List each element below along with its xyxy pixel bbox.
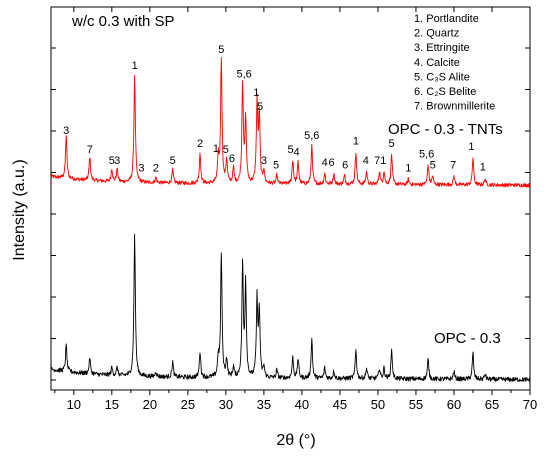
peak-annotation-label: 3 <box>138 163 144 175</box>
peak-annotation-label: 5,6 <box>236 69 251 81</box>
x-axis-ticks: 10 15 20 25 30 35 40 45 50 55 60 65 70 <box>54 7 537 412</box>
peak-annotation-label: 7 <box>87 144 93 156</box>
peak-annotation-label: 2 <box>153 163 159 175</box>
x-axis-label: 2θ (°) <box>276 432 315 449</box>
peak-annotation-label: 6 <box>229 153 235 165</box>
legend-item: 2. Quartz <box>414 28 459 40</box>
peak-annotation-label: 5 <box>287 144 293 156</box>
x-tick-label: 25 <box>181 397 195 412</box>
peak-annotation-label: 5,6 <box>304 130 319 142</box>
peak-annotation-label: 1 <box>253 87 259 99</box>
x-tick-label: 10 <box>67 397 81 412</box>
peak-annotation-label: 1 <box>213 143 219 155</box>
x-tick-label: 35 <box>257 397 271 412</box>
x-tick-label: 45 <box>333 397 347 412</box>
y-axis-ticks <box>51 47 530 381</box>
legend-item: 4. Calcite <box>414 57 460 69</box>
peak-annotation-label: 5 <box>170 155 176 167</box>
series-line-0 <box>50 57 531 188</box>
x-tick-label: 50 <box>371 397 385 412</box>
peak-annotation-label: 5 <box>109 155 115 167</box>
legend-item: 3. Ettringite <box>414 42 470 54</box>
legend-item: 1. Portlandite <box>414 13 479 25</box>
peak-annotation-label: 1 <box>480 162 486 174</box>
x-tick-label: 55 <box>409 397 423 412</box>
series-label-opc: OPC - 0.3 <box>434 330 501 347</box>
legend-item: 7. Brownmillerite <box>414 101 495 113</box>
series-line-1 <box>50 233 531 383</box>
peak-annotation-label: 1 <box>468 141 474 153</box>
chart-title: w/c 0.3 with SP <box>71 13 175 30</box>
peak-annotation-label: 6 <box>342 159 348 171</box>
x-tick-label: 70 <box>523 397 537 412</box>
peak-annotation-label: 3 <box>261 155 267 167</box>
peak-annotation-label: 3 <box>63 125 69 137</box>
legend: 1. Portlandite 2. Quartz 3. Ettringite 4. C… <box>414 13 495 113</box>
plot-frame <box>50 6 531 391</box>
peak-annotation-label: 7 <box>374 155 380 167</box>
peak-annotation-label: 5 <box>389 138 395 150</box>
x-tick-label: 30 <box>219 397 233 412</box>
series-lines <box>50 57 531 383</box>
peak-annotation-label: 4 <box>363 155 369 167</box>
peak-annotation-label: 1 <box>132 60 138 72</box>
legend-item: 6. C₂S Belite <box>414 86 476 98</box>
y-axis-label: Intensity (a.u.) <box>11 159 28 260</box>
x-tick-label: 20 <box>143 397 157 412</box>
peak-annotation-label: 2 <box>197 138 203 150</box>
peak-annotation-label: 4 <box>322 157 328 169</box>
peak-annotation-label: 5 <box>257 101 263 113</box>
x-tick-label: 40 <box>295 397 309 412</box>
plot-border <box>50 6 531 391</box>
peak-annotation-label: 3 <box>114 155 120 167</box>
peak-annotation-label: 5 <box>430 159 436 171</box>
peak-annotation-label: 5 <box>273 159 279 171</box>
x-tick-label: 15 <box>105 397 119 412</box>
peak-annotation-label: 5 <box>218 44 224 56</box>
x-tick-label: 60 <box>447 397 461 412</box>
x-tick-label: 65 <box>485 397 499 412</box>
peak-annotation-label: 1 <box>380 155 386 167</box>
series-label-tnts: OPC - 0.3 - TNTs <box>388 121 503 138</box>
peak-annotation-label: 7 <box>450 159 456 171</box>
peak-annotation-label: 5 <box>223 144 229 156</box>
peak-annotation-label: 1 <box>405 163 411 175</box>
legend-item: 5. C₃S Alite <box>414 71 470 83</box>
peak-annotation-label: 5,6 <box>419 149 434 161</box>
peak-annotation-label: 1 <box>353 136 359 148</box>
peak-annotation-label: 6 <box>328 157 334 169</box>
peak-annotation-label: 4 <box>294 146 300 158</box>
